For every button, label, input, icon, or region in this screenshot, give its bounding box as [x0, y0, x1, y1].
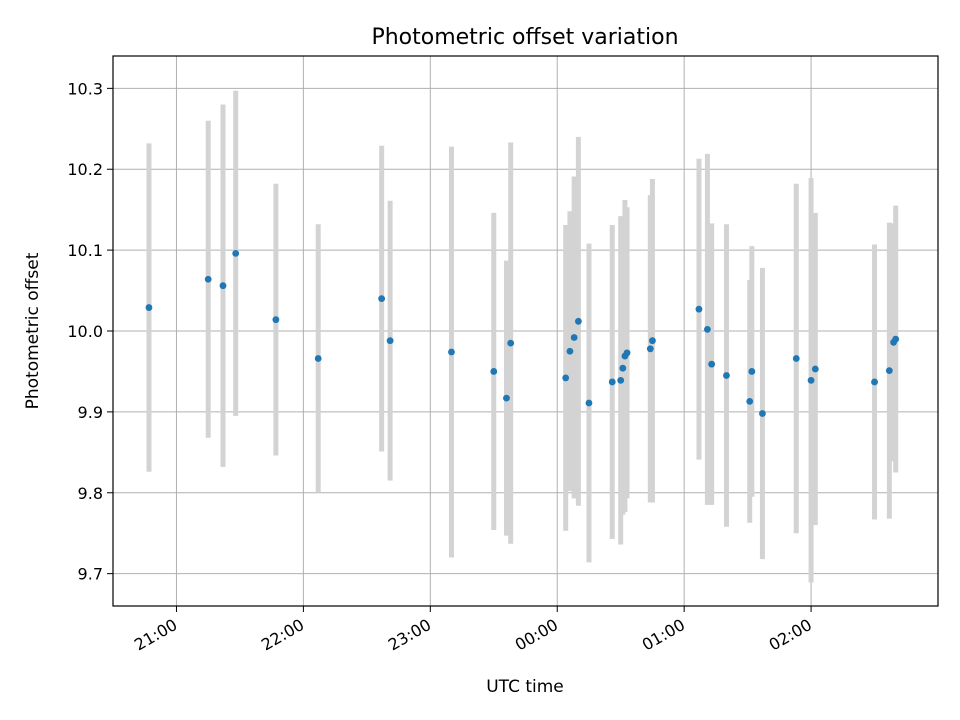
data-point	[608, 378, 616, 386]
y-tick-label: 10.0	[67, 322, 103, 341]
data-point	[232, 249, 240, 257]
data-point	[570, 334, 578, 341]
data-point	[507, 339, 515, 347]
data-point	[204, 275, 212, 283]
y-tick-label: 9.9	[78, 403, 103, 422]
data-point	[503, 394, 510, 402]
y-tick-label: 10.3	[67, 79, 103, 98]
y-tick-label: 9.8	[78, 484, 103, 503]
data-point	[695, 305, 703, 313]
data-point	[585, 399, 593, 407]
data-point	[219, 282, 227, 290]
data-point	[746, 397, 754, 405]
y-axis-label: Photometric offset	[23, 252, 43, 409]
data-point	[448, 348, 455, 356]
data-point	[892, 335, 900, 343]
data-point	[490, 368, 498, 375]
grid	[113, 56, 938, 606]
data-point	[792, 355, 800, 362]
y-axis-ticks: 9.7 9.8 9.9 10.0 10.1 10.2 10.3	[67, 79, 113, 584]
data-point	[748, 368, 756, 375]
data-point	[704, 325, 711, 333]
data-points	[145, 249, 900, 417]
data-point	[811, 365, 819, 373]
data-point	[807, 376, 815, 384]
data-point	[574, 317, 582, 325]
data-point	[619, 364, 627, 372]
y-tick-label: 10.2	[67, 160, 103, 179]
data-point	[649, 337, 656, 345]
data-point	[386, 337, 394, 345]
data-point	[885, 367, 893, 375]
data-point	[646, 345, 654, 353]
data-point	[145, 304, 153, 311]
data-point	[617, 376, 625, 384]
data-point	[314, 355, 322, 362]
data-point	[272, 316, 280, 324]
y-tick-label: 10.1	[67, 241, 103, 260]
data-point	[623, 349, 631, 357]
data-point	[566, 347, 574, 355]
data-point	[871, 378, 878, 386]
data-point	[378, 295, 386, 303]
data-point	[562, 374, 570, 382]
y-tick-label: 9.7	[78, 565, 103, 584]
x-axis-label: UTC time	[486, 677, 564, 697]
data-point	[723, 372, 730, 379]
data-point	[759, 410, 766, 417]
data-point	[708, 360, 716, 368]
chart-title: Photometric offset variation	[371, 25, 678, 50]
